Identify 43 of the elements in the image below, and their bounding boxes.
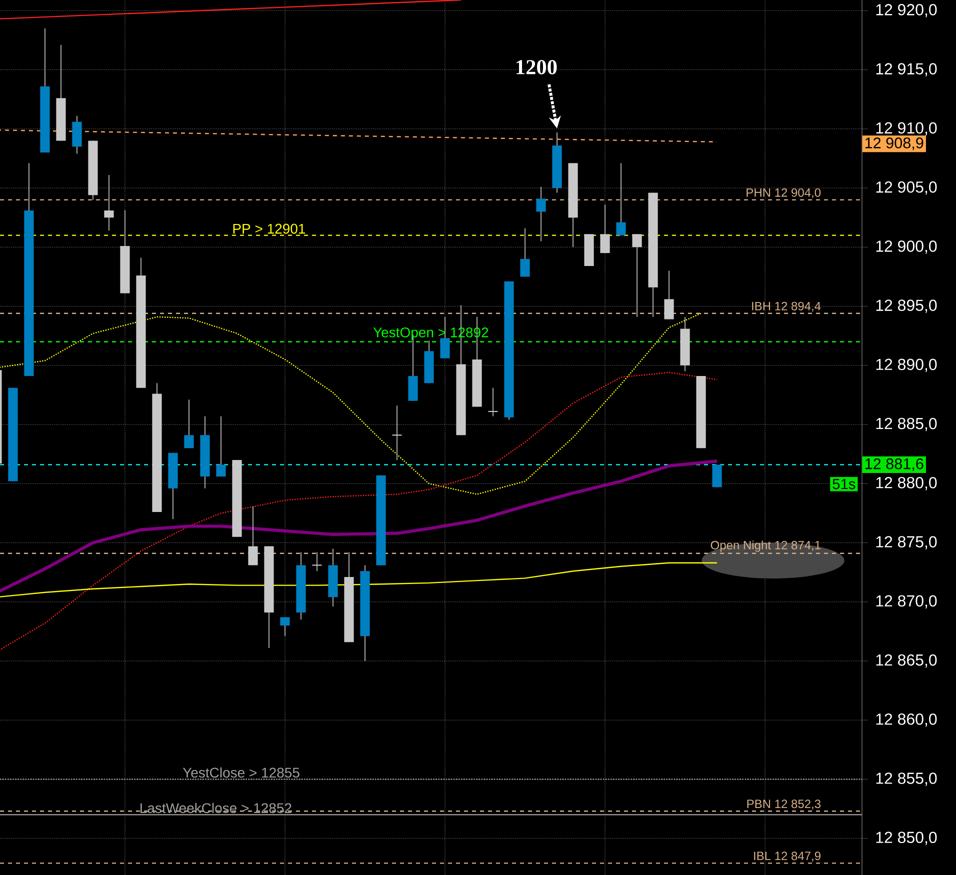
annotation: 1200 <box>516 60 557 74</box>
candlestick <box>536 186 546 242</box>
candlestick <box>488 387 498 417</box>
y-tick-label: 12 920,0 <box>876 4 937 18</box>
candlestick <box>280 616 290 637</box>
candlestick <box>248 506 258 566</box>
candlestick <box>600 204 610 254</box>
y-tick-label: 12 880,0 <box>876 477 937 490</box>
candlestick <box>104 174 114 232</box>
ref-line-label: LastWeekClose > 12852 <box>140 802 292 814</box>
candlestick <box>712 464 722 488</box>
candlestick <box>216 416 226 478</box>
ref-line-label: IBH 12 894,4 <box>752 302 821 312</box>
candlestick <box>616 162 626 236</box>
y-tick-label: 12 915,0 <box>876 63 937 76</box>
y-tick-label: 12 860,0 <box>876 713 937 727</box>
ref-line-label: IBL 12 847,9 <box>754 852 820 862</box>
ref-line-label: PHN 12 904,0 <box>746 188 821 198</box>
y-tick-label: 12 875,0 <box>876 536 937 550</box>
ref-line-label: 12 881,6 <box>865 458 924 472</box>
candlestick <box>392 405 402 460</box>
y-tick-label: 12 855,0 <box>876 772 937 786</box>
y-tick-label: 12 910,0 <box>876 122 937 136</box>
candlestick <box>632 234 642 318</box>
y-tick-label: 12 895,0 <box>876 300 937 313</box>
y-tick-label: 12 850,0 <box>876 832 937 845</box>
y-tick-label: 12 870,0 <box>876 595 937 608</box>
ref-line-label: PP > 12901 <box>233 224 306 234</box>
candlestick <box>440 316 450 359</box>
ref-line-label: YestClose > 12855 <box>182 767 300 778</box>
candlestick <box>312 552 322 572</box>
candlestick <box>520 228 530 278</box>
text: 12 908,9 <box>865 137 924 150</box>
y-tick-label: 12 865,0 <box>876 654 937 668</box>
candlestick <box>184 399 194 449</box>
annotation: 51s <box>832 478 856 490</box>
y-tick-label: 12 890,0 <box>876 358 937 372</box>
ref-line-label: Open Night 12 874,1 <box>710 540 820 552</box>
ref-line-label: PBN 12 852,3 <box>747 800 821 810</box>
y-tick-label: 12 885,0 <box>876 418 937 432</box>
y-tick-label: 12 900,0 <box>876 240 937 254</box>
y-tick-label: 12 905,0 <box>876 181 937 195</box>
candlestick <box>664 270 674 320</box>
